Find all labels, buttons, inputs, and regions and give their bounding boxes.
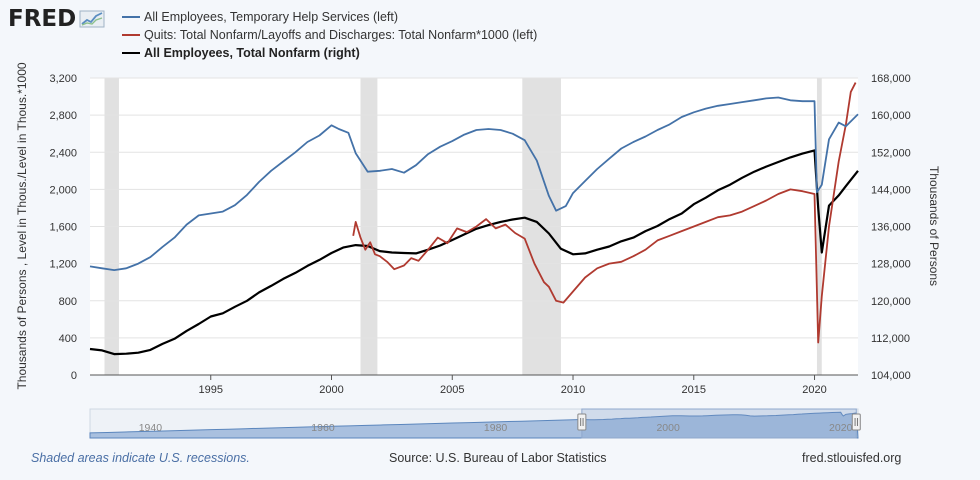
left-tick-label: 800	[59, 296, 77, 308]
legend-label: All Employees, Temporary Help Services (…	[144, 10, 399, 24]
right-tick-label: 144,000	[871, 184, 911, 196]
x-tick-label: 2005	[440, 384, 464, 396]
left-tick-label: 1,600	[49, 222, 77, 234]
trend-line-chart-icon	[79, 10, 105, 28]
right-tick-label: 152,000	[871, 147, 911, 159]
series-line	[89, 96, 859, 272]
right-tick-label: 136,000	[871, 222, 911, 234]
fred-logo-text: FRED	[8, 6, 77, 32]
left-tick-label: 1,200	[49, 259, 77, 271]
navigator-series-area	[89, 411, 859, 439]
navigator-left-handle[interactable]	[577, 413, 587, 431]
right-tick-label: 168,000	[871, 73, 911, 85]
series-line	[89, 149, 859, 356]
legend-label: All Employees, Total Nonfarm (right)	[144, 46, 360, 60]
right-tick-label: 160,000	[871, 110, 911, 122]
site-link[interactable]: fred.stlouisfed.org	[802, 451, 902, 465]
left-tick-label: 400	[59, 333, 77, 345]
left-tick-label: 2,000	[49, 184, 77, 196]
legend: All Employees, Temporary Help Services (…	[122, 8, 537, 62]
left-axis-ticks: 0 400 800 1,200 1,600 2,000 2,400 2,800 3,200	[49, 73, 77, 382]
x-tick-label: 2020	[802, 384, 826, 396]
navigator-tick-label: 1960	[311, 422, 335, 434]
legend-swatch	[122, 34, 140, 36]
x-tick-label: 2010	[561, 384, 585, 396]
legend-item-temp-help[interactable]: All Employees, Temporary Help Services (…	[122, 8, 537, 26]
left-tick-label: 2,400	[49, 147, 77, 159]
x-axis-ticks: 1995 2000 2005 2010 2015 2020	[199, 375, 827, 396]
handle-grip[interactable]	[851, 413, 861, 431]
navigator-tick-label: 2020	[829, 422, 853, 434]
navigator-ticks: 1940 1960 1980 2000 2020	[139, 422, 853, 434]
recession-note: Shaded areas indicate U.S. recessions.	[31, 451, 250, 465]
navigator-tick-label: 2000	[656, 422, 680, 434]
left-tick-label: 3,200	[49, 73, 77, 85]
navigator-selected-window[interactable]	[581, 408, 857, 439]
legend-label: Quits: Total Nonfarm/Layoffs and Dischar…	[144, 28, 538, 42]
series-line	[352, 82, 857, 344]
left-tick-label: 2,800	[49, 110, 77, 122]
x-tick-label: 2015	[682, 384, 706, 396]
legend-item-quits-ratio[interactable]: Quits: Total Nonfarm/Layoffs and Dischar…	[122, 26, 537, 44]
legend-item-total-nonfarm[interactable]: All Employees, Total Nonfarm (right)	[122, 44, 537, 62]
fred-logo[interactable]: FRED	[8, 6, 105, 32]
x-tick-label: 2000	[319, 384, 343, 396]
right-tick-label: 120,000	[871, 296, 911, 308]
legend-swatch	[122, 16, 140, 18]
right-tick-label: 112,000	[871, 333, 910, 345]
left-tick-label: 0	[71, 370, 77, 382]
navigator-tick-label: 1940	[139, 422, 163, 434]
right-tick-label: 104,000	[871, 370, 911, 382]
range-navigator[interactable]: 1940 1960 1980 2000 2020	[89, 408, 861, 439]
legend-swatch	[122, 52, 140, 54]
series-layer	[89, 82, 859, 356]
source-text: Source: U.S. Bureau of Labor Statistics	[389, 451, 607, 465]
right-tick-label: 128,000	[871, 259, 911, 271]
navigator-tick-label: 1980	[484, 422, 508, 434]
x-tick-label: 1995	[199, 384, 223, 396]
right-axis-ticks: 104,000 112,000 120,000 128,000 136,000 144,0…	[871, 73, 911, 382]
gridlines	[90, 77, 858, 339]
navigator-right-handle[interactable]	[851, 413, 861, 431]
handle-grip[interactable]	[577, 413, 587, 431]
left-axis-label: Thousands of Persons , Level in Thous./L…	[15, 62, 29, 389]
right-axis-label: Thousands of Persons	[927, 166, 941, 286]
chart: 0 400 800 1,200 1,600 2,000 2,400 2,800 3,200 10…	[15, 62, 941, 439]
